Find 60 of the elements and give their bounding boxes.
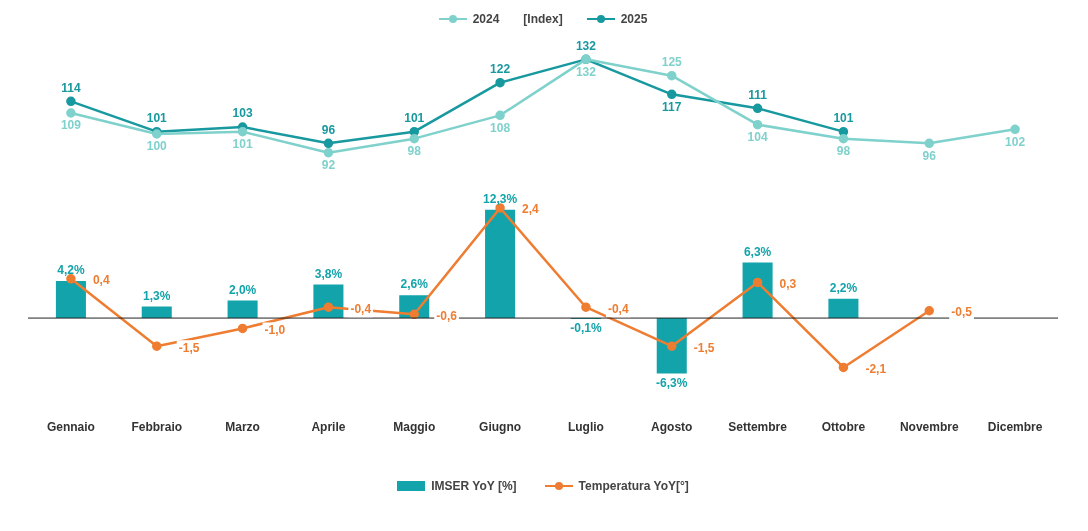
data-label: -0,4 <box>350 301 372 316</box>
x-tick-label: Ottobre <box>821 420 866 435</box>
data-label: 103 <box>232 106 253 121</box>
data-label: 4,2% <box>57 263 85 278</box>
data-label: -1,5 <box>178 340 200 355</box>
data-label: 102 <box>1005 134 1026 149</box>
data-label: -0,6 <box>436 308 458 323</box>
data-label: 1,3% <box>143 288 171 303</box>
data-label: -6,3% <box>656 375 688 390</box>
x-tick-label: Marzo <box>225 420 260 435</box>
x-tick-label: Maggio <box>393 420 436 435</box>
data-label: 101 <box>146 110 168 125</box>
data-label: -1,0 <box>264 322 286 337</box>
data-label: 98 <box>407 143 422 158</box>
data-label: 132 <box>575 64 597 79</box>
data-label: 98 <box>836 143 851 158</box>
legend-label: Temperatura YoY[°] <box>578 479 689 493</box>
data-label: 0,4 <box>92 273 110 288</box>
x-tick-label: Giugno <box>479 420 522 435</box>
data-label: 96 <box>922 148 937 163</box>
data-label: 100 <box>146 139 168 154</box>
data-label: -2,1 <box>865 361 887 376</box>
x-tick-label: Dicembre <box>987 420 1043 435</box>
x-tick-label: Aprile <box>311 420 346 435</box>
data-label: 132 <box>575 38 597 53</box>
data-label: 101 <box>404 110 425 125</box>
data-label: 2,2% <box>829 281 858 296</box>
x-tick-label: Gennaio <box>46 420 95 435</box>
data-label: 108 <box>490 120 511 135</box>
data-label: 92 <box>321 157 336 172</box>
x-tick-label: Agosto <box>651 420 693 435</box>
x-tick-label: Febbraio <box>131 420 183 435</box>
data-label: 109 <box>60 118 82 133</box>
legend-label: 2024 <box>472 12 500 26</box>
x-tick-label: Settembre <box>728 420 788 435</box>
legend-label: 2025 <box>620 12 648 26</box>
data-label: 96 <box>321 122 336 137</box>
data-label: 101 <box>833 110 854 125</box>
data-label: 0,3 <box>779 276 797 291</box>
data-label: 2,0% <box>228 282 257 297</box>
data-label: 122 <box>490 61 511 76</box>
x-tick-label: Novembre <box>899 420 959 435</box>
x-tick-label: Luglio <box>567 420 604 435</box>
data-label: 104 <box>747 129 768 144</box>
data-label: -0,4 <box>607 301 629 316</box>
data-label: 2,6% <box>400 277 429 292</box>
data-label: 2,4 <box>522 202 540 217</box>
data-label: 117 <box>662 99 682 114</box>
legend-label: IMSER YoY [%] <box>431 479 517 493</box>
data-label: -0,1% <box>570 321 602 336</box>
data-label: 3,8% <box>314 266 343 281</box>
data-label: -0,5 <box>951 305 973 320</box>
legend-title: [Index] <box>523 12 563 26</box>
data-label: -1,5 <box>693 340 715 355</box>
data-label: 12,3% <box>483 192 518 207</box>
data-label: 114 <box>61 80 81 95</box>
data-label: 111 <box>748 87 768 102</box>
data-label: 125 <box>661 54 683 69</box>
data-label: 6,3% <box>743 244 772 259</box>
data-label: 101 <box>232 136 253 151</box>
